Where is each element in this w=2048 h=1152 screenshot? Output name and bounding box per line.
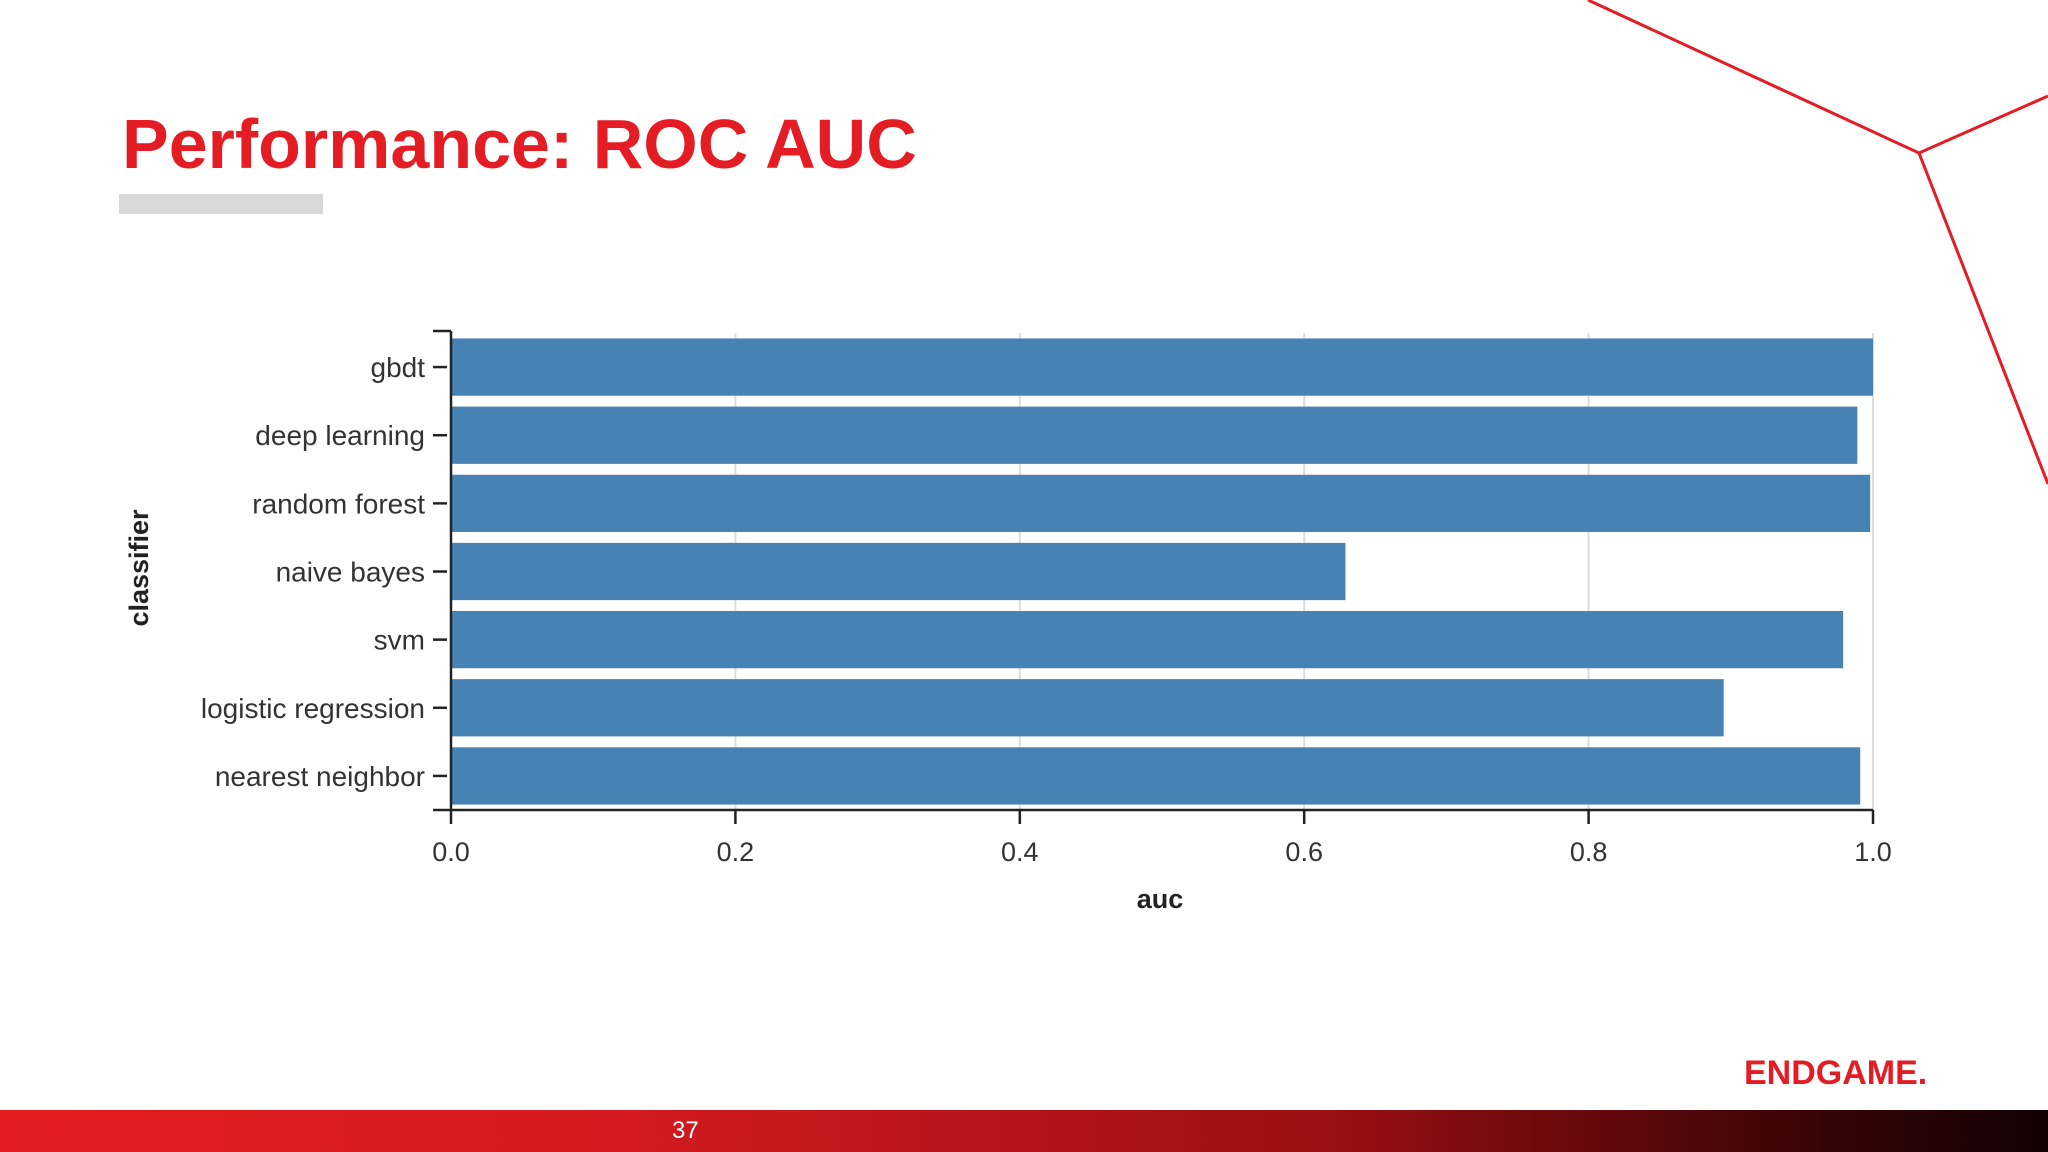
bar-random-forest (451, 474, 1871, 532)
x-tick-label: 0.4 (1001, 837, 1039, 867)
x-tick-label: 0.8 (1570, 837, 1608, 867)
bar-naive-bayes (451, 542, 1346, 601)
category-label: logistic regression (201, 693, 425, 724)
endgame-logo: ENDGAME. (1744, 1054, 1928, 1092)
axes: 0.0 0.2 0.4 0.6 0.8 1.0 gbdt deep learning rando… (201, 329, 1892, 867)
x-tick-label: 0.0 (432, 837, 470, 867)
category-label: gbdt (371, 352, 426, 383)
x-axis-label: auc (1137, 884, 1184, 914)
category-label: naive bayes (276, 557, 425, 588)
bar-svm (451, 611, 1844, 669)
bar-nearest-neighbor (451, 747, 1861, 805)
footer-bar (0, 1110, 2048, 1152)
category-label: svm (374, 625, 425, 656)
x-tick-label: 0.6 (1285, 837, 1323, 867)
title-underline (119, 194, 323, 214)
bar-logistic-regression (451, 679, 1724, 737)
y-axis-label: classifier (124, 509, 154, 627)
page-title: Performance: ROC AUC (122, 105, 917, 183)
category-label: nearest neighbor (215, 761, 425, 792)
category-label: random forest (252, 488, 425, 519)
x-tick-label: 0.2 (717, 837, 755, 867)
category-label: deep learning (255, 420, 425, 451)
x-tick-label: 1.0 (1854, 837, 1892, 867)
bar-gbdt (451, 338, 1873, 396)
bar-deep-learning (451, 406, 1858, 464)
bars (451, 338, 1873, 805)
page-number: 37 (672, 1117, 699, 1144)
